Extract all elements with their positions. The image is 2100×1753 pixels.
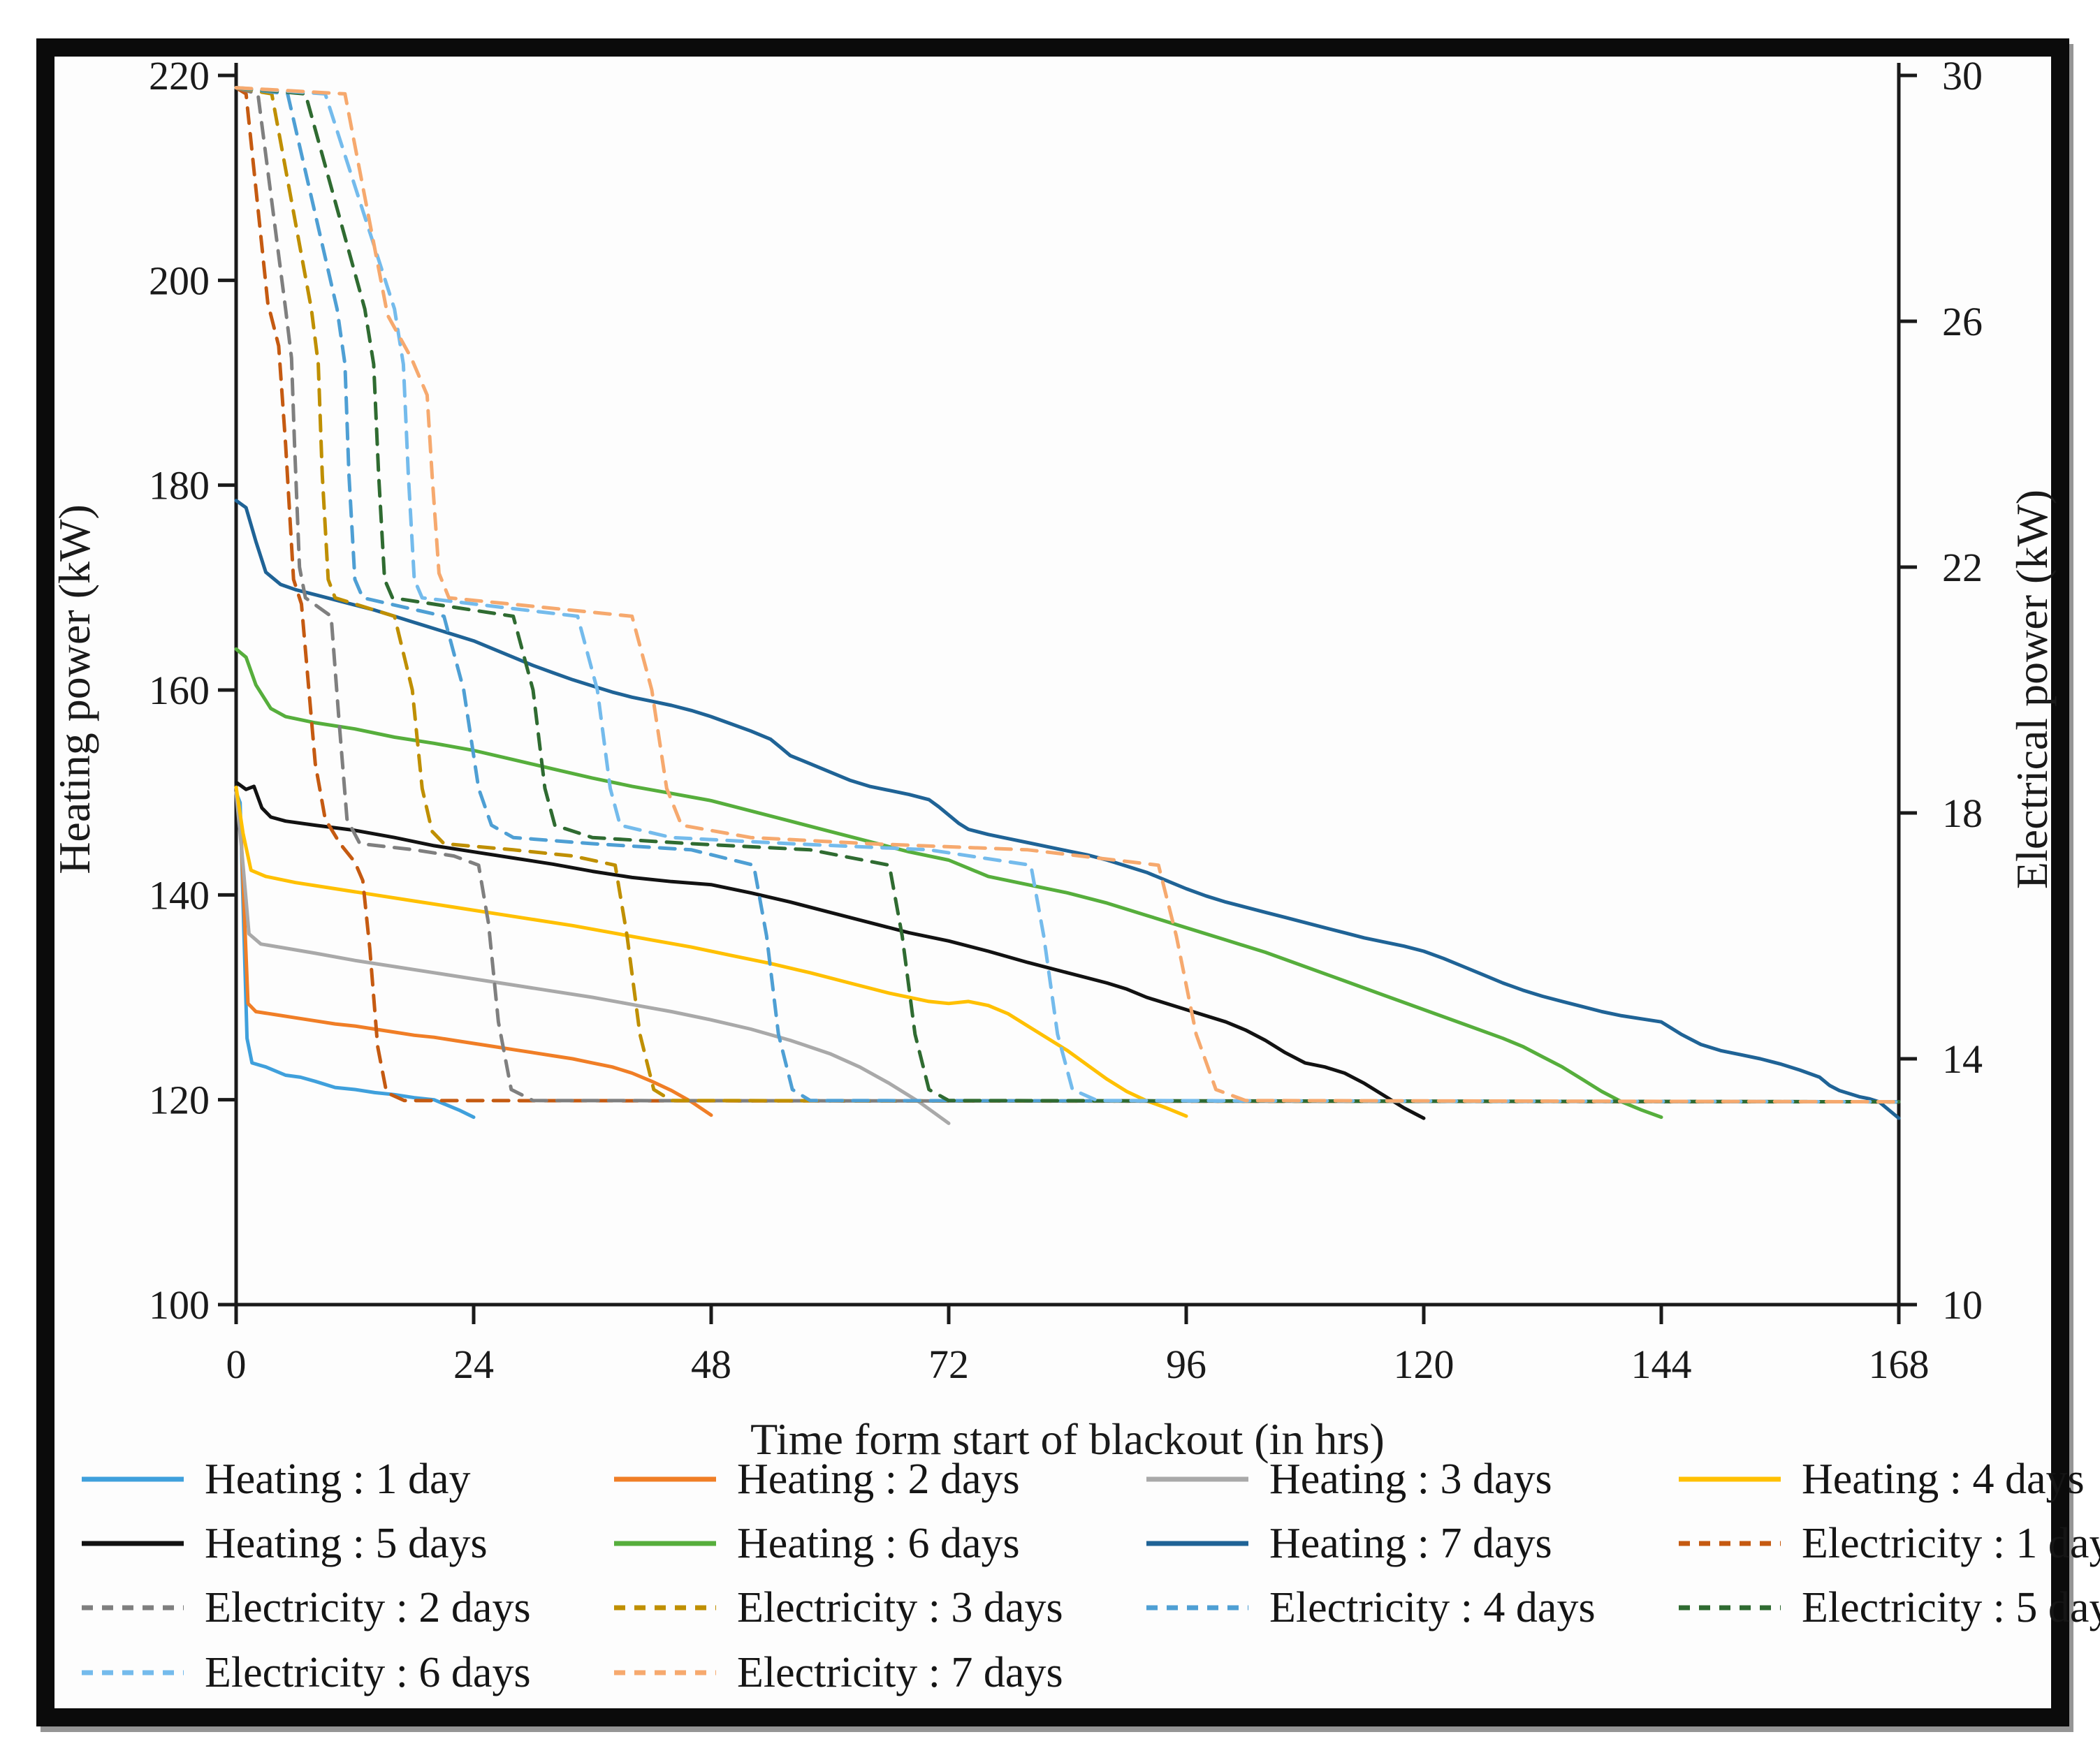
curve-electricity-3-days — [234, 86, 1901, 1104]
curve-heating-1-day — [234, 791, 476, 1120]
y-right-tick-label-26: 26 — [1942, 299, 1983, 344]
x-axis-title: Time form start of blackout (in hrs) — [750, 1414, 1385, 1464]
x-tick-label-0: 0 — [226, 1342, 247, 1387]
y-left-tick-label-180: 180 — [149, 463, 210, 508]
curve-heating-4-days — [234, 785, 1188, 1118]
x-tick-label-144: 144 — [1631, 1342, 1692, 1387]
y-left-tick-label-220: 220 — [149, 53, 210, 98]
curve-heating-7-days — [234, 499, 1901, 1120]
y-left-tick-label-160: 160 — [149, 668, 210, 713]
y-right-axis-title: Electrical power (kW) — [2007, 490, 2057, 889]
y-right-tick-label-22: 22 — [1942, 545, 1983, 590]
y-right-tick-label-30: 30 — [1942, 53, 1983, 98]
figure-border — [36, 38, 2069, 1726]
y-left-tick-label-140: 140 — [149, 872, 210, 918]
curve-electricity-5-days — [234, 86, 1901, 1104]
y-right-tick-label-10: 10 — [1942, 1282, 1983, 1328]
curves — [234, 86, 1901, 1125]
curve-heating-6-days — [234, 647, 1663, 1120]
curve-electricity-2-days — [234, 86, 1901, 1104]
y-right-tick-label-18: 18 — [1942, 791, 1983, 836]
y-left-tick-label-120: 120 — [149, 1078, 210, 1123]
curve-heating-5-days — [234, 780, 1426, 1120]
y-right-tick-label-14: 14 — [1942, 1036, 1983, 1082]
curve-electricity-4-days — [234, 86, 1901, 1104]
x-tick-label-72: 72 — [928, 1342, 969, 1387]
tick-labels: 100 120 140 160 180 200 220 10 14 18 22 26 30 0 24 48 72… — [149, 53, 1983, 1387]
y-left-tick-label-100: 100 — [149, 1282, 210, 1328]
x-tick-label-120: 120 — [1394, 1342, 1454, 1387]
x-tick-label-168: 168 — [1869, 1342, 1930, 1387]
curve-heating-2-days — [234, 791, 713, 1117]
curve-electricity-7-days — [234, 86, 1901, 1104]
curve-electricity-1-day — [234, 86, 1901, 1104]
curve-electricity-6-days — [234, 86, 1901, 1104]
x-tick-label-96: 96 — [1166, 1342, 1206, 1387]
axes — [218, 63, 1917, 1324]
x-tick-label-24: 24 — [453, 1342, 494, 1387]
curve-heating-3-days — [234, 791, 951, 1125]
y-left-tick-label-200: 200 — [149, 258, 210, 303]
y-left-axis-title: Heating power (kW) — [50, 504, 99, 874]
x-tick-label-48: 48 — [691, 1342, 731, 1387]
